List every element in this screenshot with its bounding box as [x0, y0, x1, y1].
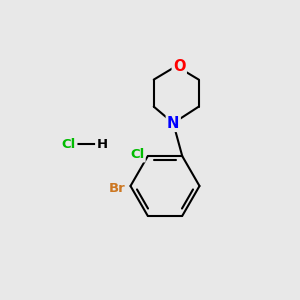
Text: H: H: [96, 137, 108, 151]
Text: N: N: [167, 116, 179, 130]
Text: Cl: Cl: [130, 148, 144, 161]
Text: Br: Br: [109, 182, 125, 196]
Text: Cl: Cl: [62, 137, 76, 151]
Text: O: O: [173, 58, 185, 74]
